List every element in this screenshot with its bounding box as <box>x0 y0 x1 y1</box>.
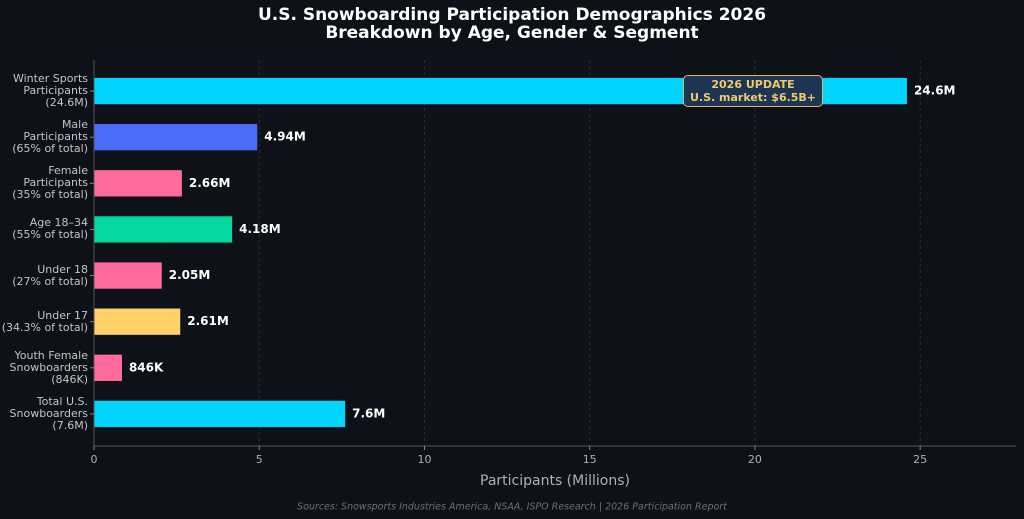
bar <box>94 308 181 335</box>
value-label: 4.18M <box>239 222 281 236</box>
annotation: 2026 UPDATE U.S. market: $6.5B+ <box>682 75 824 107</box>
x-tick-label: 5 <box>256 453 263 466</box>
y-tick-label: Winter Sports Participants (24.6M) <box>12 72 88 110</box>
y-tick-label: Total U.S. Snowboarders (7.6M) <box>9 394 88 432</box>
y-tick-label: Under 17 (34.3% of total) <box>1 308 88 334</box>
x-tick-label: 15 <box>583 453 597 466</box>
x-axis-label: Participants (Millions) <box>480 473 630 489</box>
bar <box>94 354 122 381</box>
bar <box>94 262 162 289</box>
value-label: 7.6M <box>352 406 385 420</box>
value-label: 2.61M <box>187 314 229 328</box>
y-tick-label: Youth Female Snowboarders (846K) <box>9 348 88 386</box>
x-tick-label: 20 <box>748 453 762 466</box>
value-label: 846K <box>129 360 164 374</box>
value-label: 2.05M <box>169 268 211 282</box>
source-note: Sources: Snowsports Industries America, … <box>297 502 728 513</box>
bar <box>94 170 182 197</box>
y-tick-label: Under 18 (27% of total) <box>12 262 88 288</box>
x-tick-label: 0 <box>91 453 98 466</box>
bar <box>94 216 233 243</box>
value-label: 4.94M <box>264 130 306 144</box>
x-tick-label: 10 <box>417 453 431 466</box>
value-label: 24.6M <box>914 84 956 98</box>
y-tick-label: Female Participants (35% of total) <box>12 164 88 202</box>
y-tick-label: Male Participants (65% of total) <box>12 118 88 156</box>
chart-subtitle: Breakdown by Age, Gender & Segment <box>325 23 698 43</box>
value-label: 2.66M <box>189 176 231 190</box>
bar <box>94 400 346 428</box>
x-tick-label: 25 <box>913 453 927 466</box>
chart-title: U.S. Snowboarding Participation Demograp… <box>258 5 766 25</box>
bar <box>94 124 258 151</box>
y-tick-label: Age 18–34 (55% of total) <box>12 216 88 242</box>
